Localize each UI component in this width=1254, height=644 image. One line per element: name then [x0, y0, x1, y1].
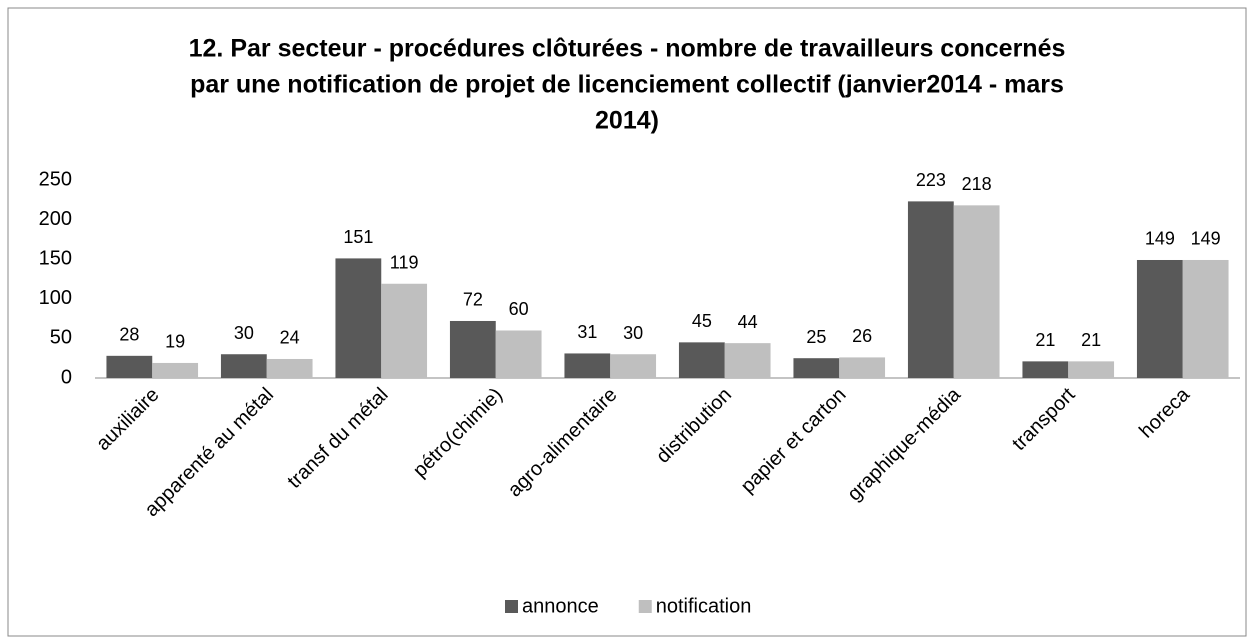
bar: [793, 358, 840, 378]
value-label: 21: [1081, 330, 1101, 350]
bar: [1068, 361, 1115, 378]
value-label: 149: [1145, 229, 1175, 249]
bar: [678, 342, 725, 378]
value-label: 44: [738, 312, 758, 332]
value-label: 72: [463, 290, 483, 310]
y-tick-label: 250: [39, 168, 72, 190]
bar: [907, 201, 954, 378]
legend-label: annonce: [522, 595, 599, 617]
bar: [152, 362, 199, 378]
bar: [1022, 361, 1069, 378]
bar: [335, 258, 382, 378]
bar: [381, 283, 428, 378]
bar: [266, 358, 313, 378]
bar: [449, 320, 496, 378]
bar: [106, 355, 153, 378]
value-label: 45: [692, 311, 712, 331]
legend-swatch: [638, 600, 652, 613]
value-label: 25: [806, 327, 826, 347]
value-label: 28: [119, 325, 139, 345]
y-tick-label: 0: [61, 366, 72, 388]
value-label: 119: [390, 253, 419, 273]
chart-title: 12. Par secteur - procédures clôturées -…: [189, 35, 1066, 63]
value-label: 223: [916, 170, 946, 190]
bar: [953, 205, 1000, 378]
value-label: 24: [280, 328, 300, 348]
bar: [495, 330, 542, 378]
bar: [1182, 259, 1229, 378]
value-label: 149: [1191, 229, 1221, 249]
value-label: 30: [623, 323, 643, 343]
legend-swatch: [505, 600, 518, 613]
bar: [1136, 259, 1183, 378]
value-label: 21: [1035, 330, 1055, 350]
y-tick-label: 100: [39, 287, 72, 309]
bar: [564, 353, 611, 378]
value-label: 19: [165, 332, 185, 352]
value-label: 30: [234, 323, 254, 343]
bar: [839, 357, 886, 378]
legend-label: notification: [656, 595, 752, 617]
y-tick-label: 200: [39, 208, 72, 230]
bar: [724, 343, 771, 378]
chart-title: par une notification de projet de licenc…: [190, 71, 1064, 99]
bar: [610, 354, 657, 378]
y-tick-label: 50: [50, 327, 72, 349]
value-label: 26: [852, 326, 872, 346]
bar: [220, 354, 267, 378]
value-label: 151: [343, 227, 373, 247]
chart-border: [7, 7, 1247, 637]
y-tick-label: 150: [39, 247, 72, 269]
value-label: 60: [509, 299, 529, 319]
chart-title: 2014): [595, 107, 659, 135]
value-label: 31: [577, 322, 597, 342]
value-label: 218: [962, 174, 992, 194]
